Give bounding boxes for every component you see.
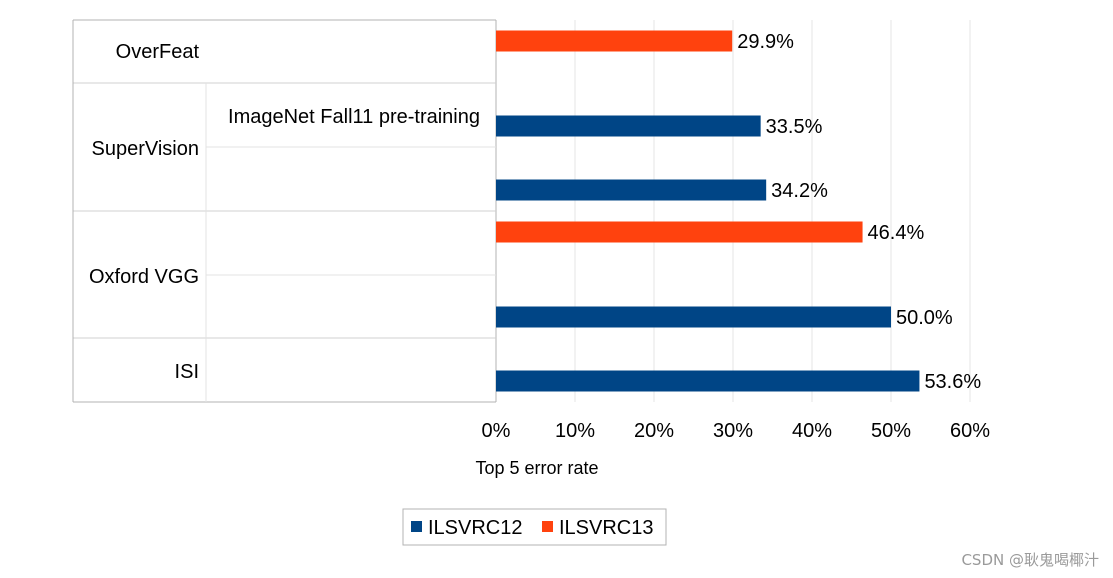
x-tick-label: 50% — [871, 420, 911, 442]
legend-label: ILSVRC13 — [559, 517, 654, 539]
legend-box — [402, 508, 667, 546]
bar — [496, 115, 761, 137]
x-axis-ticks: 0% 10% 20% 30% 40% 50% 60% — [482, 420, 991, 442]
x-tick-label: 20% — [634, 420, 674, 442]
x-tick-label: 40% — [792, 420, 832, 442]
legend-swatch — [542, 521, 553, 532]
category-labels: OverFeat SuperVision Oxford VGG ISI — [89, 41, 199, 383]
bar — [496, 30, 733, 52]
data-label: 50.0% — [896, 307, 953, 329]
data-label: 34.2% — [771, 180, 828, 202]
category-label: ISI — [175, 361, 199, 383]
x-axis-label: Top 5 error rate — [475, 458, 598, 478]
gridlines — [495, 20, 971, 402]
bar — [496, 221, 863, 243]
data-label: 46.4% — [868, 222, 925, 244]
category-label: Oxford VGG — [89, 266, 199, 288]
legend-swatch — [411, 521, 422, 532]
bars: 29.9% 33.5% ImageNet Fall11 pre-training 34… — [228, 30, 981, 393]
category-frame — [72, 19, 496, 403]
category-label: SuperVision — [92, 138, 199, 160]
watermark: CSDN @耿鬼喝椰汁 — [961, 551, 1099, 569]
x-tick-label: 30% — [713, 420, 753, 442]
bar-annotation: ImageNet Fall11 pre-training — [228, 106, 480, 128]
x-tick-label: 60% — [950, 420, 990, 442]
x-tick-label: 10% — [555, 420, 595, 442]
legend: ILSVRC12 ILSVRC13 — [402, 508, 667, 546]
data-label: 53.6% — [924, 371, 981, 393]
x-tick-label: 0% — [482, 420, 511, 442]
bar — [496, 370, 920, 392]
bar — [496, 179, 767, 201]
data-label: 29.9% — [737, 31, 794, 53]
bar — [496, 306, 891, 328]
legend-label: ILSVRC12 — [428, 517, 523, 539]
category-label: OverFeat — [116, 41, 200, 63]
data-label: 33.5% — [766, 116, 823, 138]
